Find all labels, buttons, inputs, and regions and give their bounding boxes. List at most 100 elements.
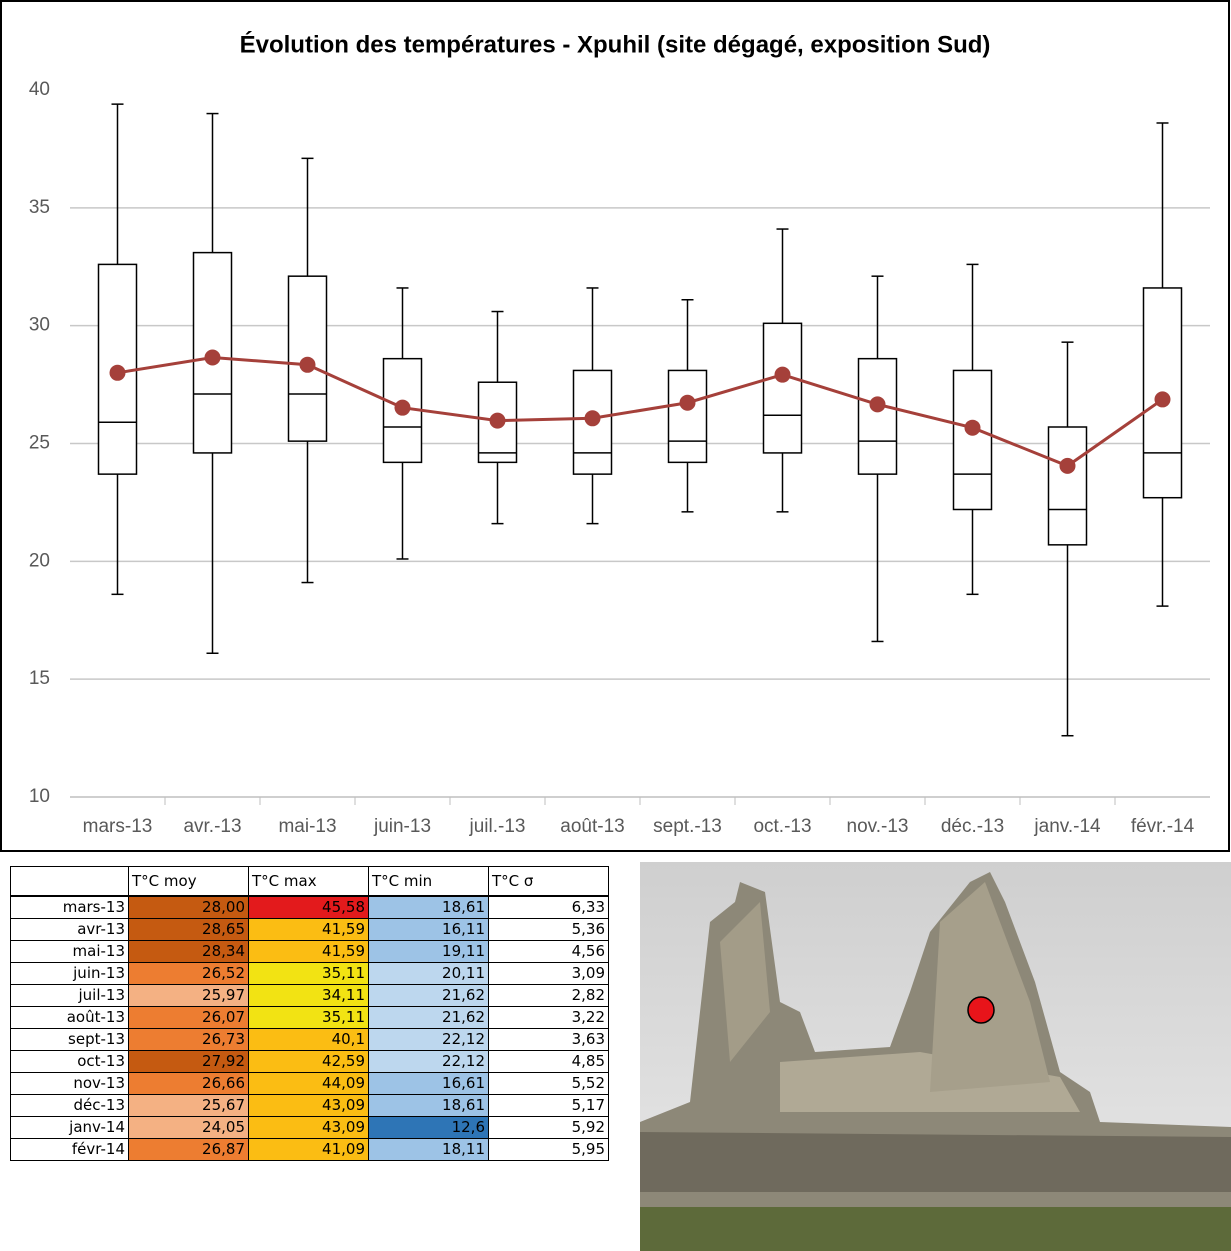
x-tick-label: juil.-13 [469, 816, 526, 837]
y-tick-label: 40 [29, 79, 50, 100]
table-cell: 12,6 [368, 1116, 489, 1139]
x-tick-label: mai-13 [278, 816, 336, 837]
table-cell: 41,59 [248, 918, 369, 941]
y-tick-label: 30 [29, 315, 50, 336]
table-cell: 2,82 [488, 984, 609, 1007]
x-tick-label: févr.-14 [1131, 816, 1195, 837]
table-cell: 25,67 [128, 1094, 249, 1117]
table-cell: 26,73 [128, 1028, 249, 1051]
table-cell: 22,12 [368, 1028, 489, 1051]
table-cell: avr-13 [10, 918, 129, 941]
x-tick-label: avr.-13 [183, 816, 241, 837]
table-row: août-13 26,07 35,11 21,62 3,22 [10, 1006, 609, 1029]
x-tick-label: sept.-13 [653, 816, 722, 837]
x-tick-label: juin-13 [373, 816, 431, 837]
table-cell: 45,58 [248, 895, 369, 919]
table-cell: 21,62 [368, 984, 489, 1007]
table-row: mars-13 28,00 45,58 18,61 6,33 [10, 895, 609, 919]
mean-point [774, 366, 791, 383]
mean-point [204, 349, 221, 366]
table-cell: janv-14 [10, 1116, 129, 1139]
table-cell: T°C σ [488, 866, 609, 897]
y-tick-label: 20 [29, 550, 50, 571]
table-cell: 3,22 [488, 1006, 609, 1029]
table-cell: févr-14 [10, 1138, 129, 1161]
x-tick-label: nov.-13 [847, 816, 909, 837]
table-row: janv-14 24,05 43,09 12,6 5,92 [10, 1116, 609, 1139]
box [952, 369, 993, 511]
table-cell: août-13 [10, 1006, 129, 1029]
table-cell: 18,61 [368, 895, 489, 919]
mean-point [109, 364, 126, 381]
table-cell: 42,59 [248, 1050, 369, 1073]
table-cell: 40,1 [248, 1028, 369, 1051]
table-row: févr-14 26,87 41,09 18,11 5,95 [10, 1138, 609, 1161]
table-row: mai-13 28,34 41,59 19,11 4,56 [10, 940, 609, 963]
y-tick-label: 25 [29, 433, 50, 454]
table-cell: 28,34 [128, 940, 249, 963]
table-cell: 22,12 [368, 1050, 489, 1073]
mean-point [394, 399, 411, 416]
table-cell: 24,05 [128, 1116, 249, 1139]
table-cell: 27,92 [128, 1050, 249, 1073]
table-cell: 18,61 [368, 1094, 489, 1117]
table-cell: 21,62 [368, 1006, 489, 1029]
table-cell: mai-13 [10, 940, 129, 963]
box [667, 369, 708, 464]
mean-point [964, 419, 981, 436]
table-cell: 43,09 [248, 1116, 369, 1139]
table-cell: déc-13 [10, 1094, 129, 1117]
table-header: T°C moy T°C max T°C min T°C σ [10, 866, 609, 897]
mean-point [869, 396, 886, 413]
table-cell: 16,11 [368, 918, 489, 941]
table-cell: 4,85 [488, 1050, 609, 1073]
x-tick-label: mars-13 [83, 816, 153, 837]
mean-point [1154, 391, 1171, 408]
y-tick-label: 35 [29, 197, 50, 218]
table-cell: juin-13 [10, 962, 129, 985]
table-cell: 5,36 [488, 918, 609, 941]
chart-border [0, 0, 1230, 852]
photo [640, 862, 1231, 1251]
box [857, 357, 898, 475]
table-cell: 6,33 [488, 895, 609, 919]
x-tick-label: août-13 [560, 816, 624, 837]
table-cell: mars-13 [10, 895, 129, 919]
chart-title: Évolution des températures - Xpuhil (sit… [240, 30, 991, 58]
table-cell: oct-13 [10, 1050, 129, 1073]
x-tick-label: oct.-13 [753, 816, 811, 837]
table-cell: 25,97 [128, 984, 249, 1007]
table-cell: 18,11 [368, 1138, 489, 1161]
table-cell: 41,09 [248, 1138, 369, 1161]
table-cell: 44,09 [248, 1072, 369, 1095]
y-tick-label: 10 [29, 786, 50, 807]
table-cell: 3,63 [488, 1028, 609, 1051]
table-cell: sept-13 [10, 1028, 129, 1051]
table-row: oct-13 27,92 42,59 22,12 4,85 [10, 1050, 609, 1073]
table-row: juil-13 25,97 34,11 21,62 2,82 [10, 984, 609, 1007]
table-cell [10, 866, 129, 897]
mean-point [679, 394, 696, 411]
mean-point [1059, 457, 1076, 474]
table-cell: 43,09 [248, 1094, 369, 1117]
table-cell: 28,00 [128, 895, 249, 919]
table-cell: 20,11 [368, 962, 489, 985]
table-cell: 41,59 [248, 940, 369, 963]
table-cell: T°C max [248, 866, 369, 897]
table-cell: 26,66 [128, 1072, 249, 1095]
table-cell: 19,11 [368, 940, 489, 963]
table-cell: 5,17 [488, 1094, 609, 1117]
table-cell: 35,11 [248, 962, 369, 985]
table-cell: 35,11 [248, 1006, 369, 1029]
table-cell: 16,61 [368, 1072, 489, 1095]
table-cell: 34,11 [248, 984, 369, 1007]
table-cell: 5,95 [488, 1138, 609, 1161]
table-cell: 4,56 [488, 940, 609, 963]
table-row: nov-13 26,66 44,09 16,61 5,52 [10, 1072, 609, 1095]
box [762, 322, 803, 454]
table-cell: 26,87 [128, 1138, 249, 1161]
table-cell: 3,09 [488, 962, 609, 985]
table-row: juin-13 26,52 35,11 20,11 3,09 [10, 962, 609, 985]
mean-point [299, 356, 316, 373]
